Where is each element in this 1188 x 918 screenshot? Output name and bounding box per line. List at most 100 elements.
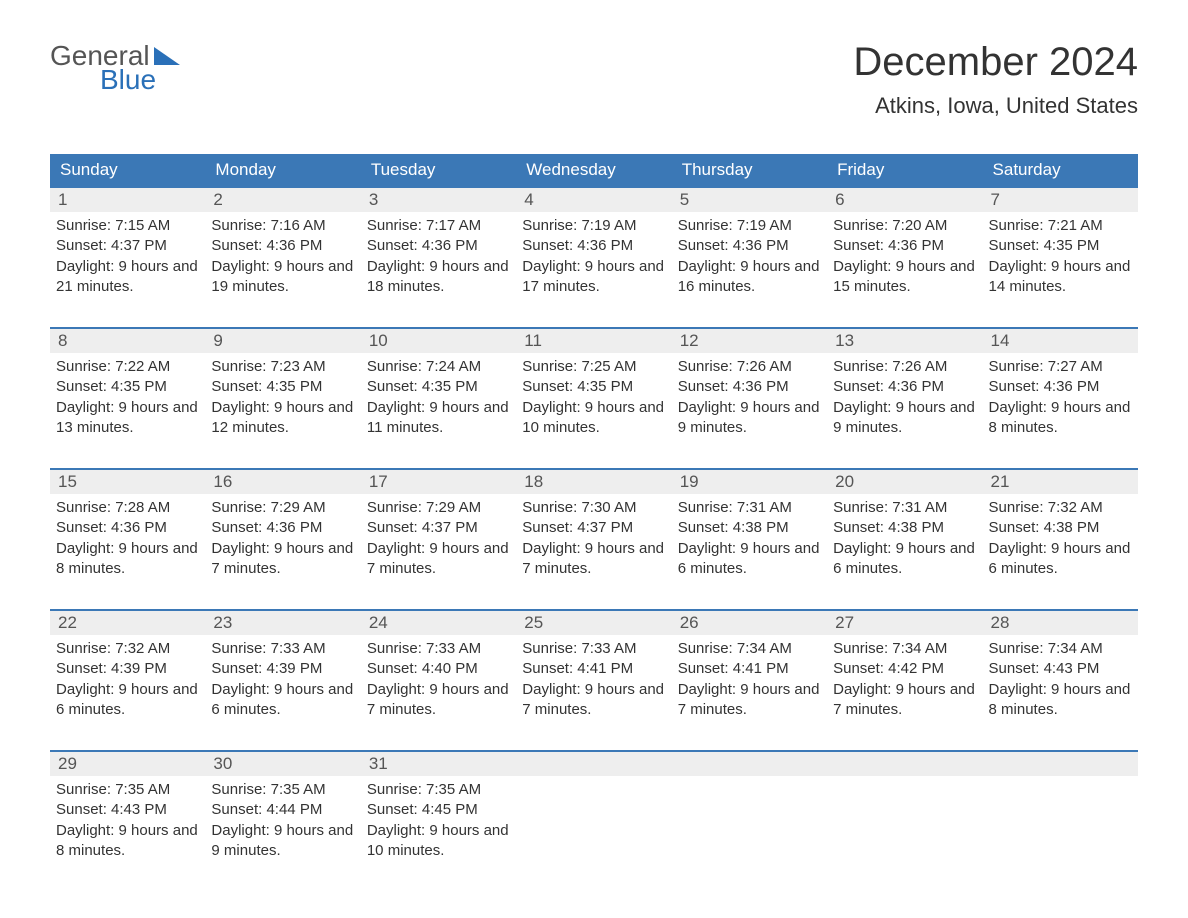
day-number: 20	[827, 470, 982, 494]
day-cell: 21Sunrise: 7:32 AMSunset: 4:38 PMDayligh…	[983, 470, 1138, 581]
day-body: Sunrise: 7:32 AMSunset: 4:39 PMDaylight:…	[50, 635, 205, 722]
day-body: Sunrise: 7:29 AMSunset: 4:37 PMDaylight:…	[361, 494, 516, 581]
day-number: 4	[516, 188, 671, 212]
day-body: Sunrise: 7:27 AMSunset: 4:36 PMDaylight:…	[983, 353, 1138, 440]
day-cell: 1Sunrise: 7:15 AMSunset: 4:37 PMDaylight…	[50, 188, 205, 299]
day-cell: 19Sunrise: 7:31 AMSunset: 4:38 PMDayligh…	[672, 470, 827, 581]
day-body: Sunrise: 7:22 AMSunset: 4:35 PMDaylight:…	[50, 353, 205, 440]
day-number: 22	[50, 611, 205, 635]
sunrise-line: Sunrise: 7:32 AM	[989, 498, 1132, 518]
sunrise-line: Sunrise: 7:32 AM	[56, 639, 199, 659]
day-number: 14	[983, 329, 1138, 353]
day-body: Sunrise: 7:34 AMSunset: 4:43 PMDaylight:…	[983, 635, 1138, 722]
sunrise-line: Sunrise: 7:19 AM	[522, 216, 665, 236]
sunset-line: Sunset: 4:36 PM	[211, 518, 354, 538]
sunrise-line: Sunrise: 7:33 AM	[211, 639, 354, 659]
day-header-row: SundayMondayTuesdayWednesdayThursdayFrid…	[50, 154, 1138, 186]
sunrise-line: Sunrise: 7:20 AM	[833, 216, 976, 236]
day-body: Sunrise: 7:16 AMSunset: 4:36 PMDaylight:…	[205, 212, 360, 299]
day-body: Sunrise: 7:33 AMSunset: 4:40 PMDaylight:…	[361, 635, 516, 722]
day-body: Sunrise: 7:23 AMSunset: 4:35 PMDaylight:…	[205, 353, 360, 440]
logo: General Blue	[50, 40, 180, 96]
sunrise-line: Sunrise: 7:35 AM	[367, 780, 510, 800]
day-number: 21	[983, 470, 1138, 494]
daylight-line: Daylight: 9 hours and 15 minutes.	[833, 257, 976, 298]
daylight-line: Daylight: 9 hours and 6 minutes.	[211, 680, 354, 721]
day-cell: 6Sunrise: 7:20 AMSunset: 4:36 PMDaylight…	[827, 188, 982, 299]
sunset-line: Sunset: 4:45 PM	[367, 800, 510, 820]
day-body: Sunrise: 7:26 AMSunset: 4:36 PMDaylight:…	[672, 353, 827, 440]
sunrise-line: Sunrise: 7:33 AM	[522, 639, 665, 659]
day-body: Sunrise: 7:21 AMSunset: 4:35 PMDaylight:…	[983, 212, 1138, 299]
daylight-line: Daylight: 9 hours and 8 minutes.	[989, 680, 1132, 721]
daylight-line: Daylight: 9 hours and 9 minutes.	[833, 398, 976, 439]
day-cell: 26Sunrise: 7:34 AMSunset: 4:41 PMDayligh…	[672, 611, 827, 722]
day-body: Sunrise: 7:28 AMSunset: 4:36 PMDaylight:…	[50, 494, 205, 581]
week-spacer	[50, 440, 1138, 468]
sunrise-line: Sunrise: 7:34 AM	[833, 639, 976, 659]
sunset-line: Sunset: 4:36 PM	[678, 377, 821, 397]
day-number: 23	[205, 611, 360, 635]
sunset-line: Sunset: 4:36 PM	[56, 518, 199, 538]
day-number: 31	[361, 752, 516, 776]
sunrise-line: Sunrise: 7:25 AM	[522, 357, 665, 377]
day-cell: 28Sunrise: 7:34 AMSunset: 4:43 PMDayligh…	[983, 611, 1138, 722]
sunrise-line: Sunrise: 7:30 AM	[522, 498, 665, 518]
day-cell: 23Sunrise: 7:33 AMSunset: 4:39 PMDayligh…	[205, 611, 360, 722]
week-spacer	[50, 581, 1138, 609]
daylight-line: Daylight: 9 hours and 8 minutes.	[56, 539, 199, 580]
sunrise-line: Sunrise: 7:29 AM	[211, 498, 354, 518]
sunset-line: Sunset: 4:36 PM	[833, 377, 976, 397]
sunrise-line: Sunrise: 7:29 AM	[367, 498, 510, 518]
week-row: 8Sunrise: 7:22 AMSunset: 4:35 PMDaylight…	[50, 327, 1138, 440]
daylight-line: Daylight: 9 hours and 7 minutes.	[522, 539, 665, 580]
day-number: 27	[827, 611, 982, 635]
day-body: Sunrise: 7:31 AMSunset: 4:38 PMDaylight:…	[827, 494, 982, 581]
sunrise-line: Sunrise: 7:16 AM	[211, 216, 354, 236]
day-body: Sunrise: 7:34 AMSunset: 4:42 PMDaylight:…	[827, 635, 982, 722]
sunset-line: Sunset: 4:41 PM	[522, 659, 665, 679]
day-cell: 11Sunrise: 7:25 AMSunset: 4:35 PMDayligh…	[516, 329, 671, 440]
day-cell: 22Sunrise: 7:32 AMSunset: 4:39 PMDayligh…	[50, 611, 205, 722]
day-header: Wednesday	[516, 154, 671, 186]
day-number	[672, 752, 827, 776]
sunset-line: Sunset: 4:35 PM	[989, 236, 1132, 256]
sunrise-line: Sunrise: 7:26 AM	[833, 357, 976, 377]
sunset-line: Sunset: 4:35 PM	[56, 377, 199, 397]
day-number: 7	[983, 188, 1138, 212]
sunset-line: Sunset: 4:42 PM	[833, 659, 976, 679]
week-row: 29Sunrise: 7:35 AMSunset: 4:43 PMDayligh…	[50, 750, 1138, 863]
day-cell: 16Sunrise: 7:29 AMSunset: 4:36 PMDayligh…	[205, 470, 360, 581]
day-number: 26	[672, 611, 827, 635]
day-cell: 3Sunrise: 7:17 AMSunset: 4:36 PMDaylight…	[361, 188, 516, 299]
day-header: Thursday	[672, 154, 827, 186]
day-cell: 30Sunrise: 7:35 AMSunset: 4:44 PMDayligh…	[205, 752, 360, 863]
day-number: 3	[361, 188, 516, 212]
day-body: Sunrise: 7:32 AMSunset: 4:38 PMDaylight:…	[983, 494, 1138, 581]
daylight-line: Daylight: 9 hours and 14 minutes.	[989, 257, 1132, 298]
day-cell: 4Sunrise: 7:19 AMSunset: 4:36 PMDaylight…	[516, 188, 671, 299]
day-header: Monday	[205, 154, 360, 186]
sunrise-line: Sunrise: 7:31 AM	[833, 498, 976, 518]
daylight-line: Daylight: 9 hours and 6 minutes.	[678, 539, 821, 580]
day-body: Sunrise: 7:34 AMSunset: 4:41 PMDaylight:…	[672, 635, 827, 722]
sunrise-line: Sunrise: 7:23 AM	[211, 357, 354, 377]
daylight-line: Daylight: 9 hours and 9 minutes.	[678, 398, 821, 439]
daylight-line: Daylight: 9 hours and 12 minutes.	[211, 398, 354, 439]
daylight-line: Daylight: 9 hours and 21 minutes.	[56, 257, 199, 298]
day-number: 9	[205, 329, 360, 353]
day-body: Sunrise: 7:35 AMSunset: 4:45 PMDaylight:…	[361, 776, 516, 863]
sunrise-line: Sunrise: 7:35 AM	[211, 780, 354, 800]
day-number	[983, 752, 1138, 776]
sunrise-line: Sunrise: 7:19 AM	[678, 216, 821, 236]
day-number: 16	[205, 470, 360, 494]
day-cell: 12Sunrise: 7:26 AMSunset: 4:36 PMDayligh…	[672, 329, 827, 440]
sunrise-line: Sunrise: 7:26 AM	[678, 357, 821, 377]
week-row: 1Sunrise: 7:15 AMSunset: 4:37 PMDaylight…	[50, 186, 1138, 299]
day-number: 2	[205, 188, 360, 212]
sunset-line: Sunset: 4:36 PM	[522, 236, 665, 256]
day-header: Saturday	[983, 154, 1138, 186]
day-header: Friday	[827, 154, 982, 186]
sunrise-line: Sunrise: 7:27 AM	[989, 357, 1132, 377]
day-body: Sunrise: 7:25 AMSunset: 4:35 PMDaylight:…	[516, 353, 671, 440]
